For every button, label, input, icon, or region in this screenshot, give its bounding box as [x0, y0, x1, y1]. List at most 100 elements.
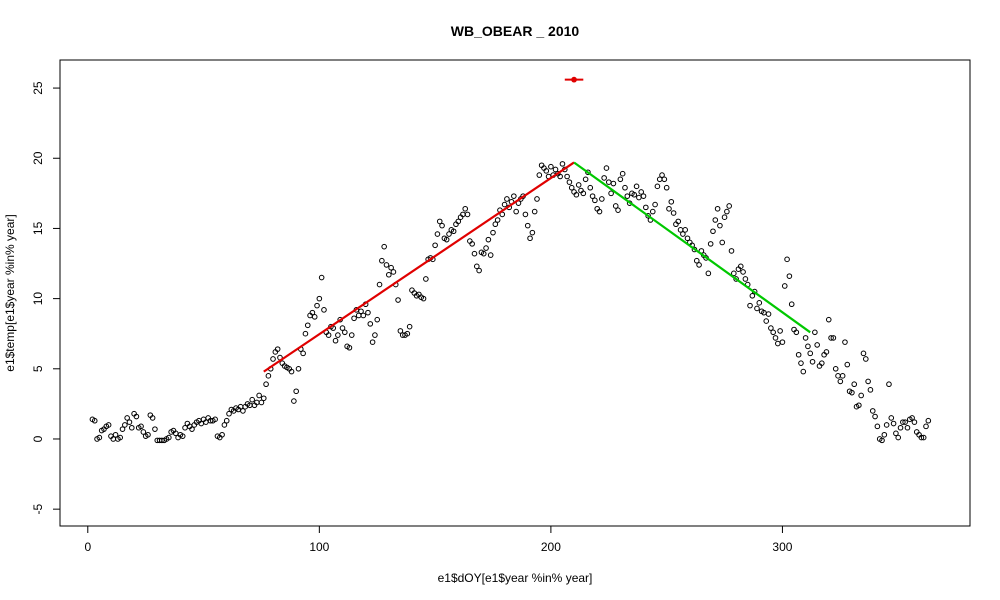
data-point	[575, 182, 582, 188]
data-point	[872, 413, 878, 420]
data-point	[839, 373, 846, 379]
data-point	[640, 193, 647, 199]
data-point	[596, 208, 603, 215]
data-point	[256, 392, 262, 399]
data-point	[582, 176, 589, 183]
data-point	[765, 311, 772, 317]
data-point	[731, 270, 737, 277]
data-point	[404, 330, 411, 337]
data-point	[397, 328, 404, 334]
data-point	[869, 408, 876, 414]
data-point	[911, 419, 918, 425]
data-point	[223, 417, 230, 424]
data-point	[793, 329, 800, 336]
data-point	[226, 410, 232, 417]
x-axis-title: e1$dOY[e1$year %in% year]	[438, 571, 593, 585]
peak-marker	[564, 76, 584, 83]
data-point	[480, 250, 487, 257]
data-point	[258, 399, 265, 406]
data-point	[406, 323, 413, 330]
data-point	[494, 217, 501, 223]
data-point	[714, 205, 721, 212]
data-point	[654, 183, 661, 190]
data-point	[249, 396, 255, 403]
data-point	[358, 308, 364, 315]
data-point	[814, 342, 820, 348]
data-point	[603, 165, 610, 171]
y-tick-label: 15	[31, 221, 45, 235]
data-point	[883, 422, 890, 428]
data-point	[473, 263, 480, 270]
data-point	[705, 270, 712, 277]
data-point	[645, 213, 651, 219]
y-axis: -5 0 5 10 15 20 25	[31, 81, 61, 514]
data-point	[807, 350, 814, 357]
data-point	[145, 431, 151, 438]
data-point	[717, 222, 723, 229]
data-point	[383, 262, 390, 268]
data-point	[668, 198, 675, 205]
y-tick-label: 10	[31, 292, 45, 306]
data-point	[318, 274, 325, 281]
data-point	[756, 300, 763, 306]
data-point	[680, 231, 686, 237]
data-point	[487, 252, 494, 258]
data-point	[909, 415, 915, 421]
data-point	[802, 335, 809, 341]
data-point	[856, 402, 862, 409]
data-point	[879, 437, 885, 444]
y-tick-label: 5	[31, 365, 45, 372]
data-point	[91, 417, 98, 424]
data-point	[513, 208, 519, 215]
data-point	[152, 426, 158, 432]
data-point	[240, 408, 246, 414]
data-point	[436, 218, 443, 225]
data-point	[592, 197, 598, 204]
data-point	[434, 231, 441, 237]
data-point	[624, 193, 631, 199]
data-point	[601, 175, 607, 181]
data-point	[476, 267, 482, 274]
y-tick-label: 0	[31, 435, 45, 442]
data-point	[443, 236, 450, 243]
data-point	[112, 431, 119, 438]
data-point	[851, 381, 858, 388]
data-point	[900, 419, 906, 425]
data-point	[863, 356, 869, 362]
data-point	[619, 170, 626, 177]
data-point	[490, 229, 496, 236]
data-point	[149, 415, 156, 421]
data-point	[365, 309, 371, 316]
data-point	[728, 248, 735, 254]
data-point	[302, 330, 309, 337]
data-point	[133, 413, 140, 420]
data-point	[288, 368, 295, 375]
data-point	[543, 168, 550, 174]
data-point	[904, 424, 911, 431]
data-point	[119, 426, 126, 432]
data-point	[710, 228, 716, 235]
data-point	[858, 392, 864, 399]
data-point	[638, 189, 644, 195]
data-point	[828, 335, 834, 341]
data-point	[612, 203, 619, 209]
data-point	[684, 235, 691, 242]
data-point	[548, 163, 554, 170]
data-point	[865, 378, 871, 385]
fit-lines	[263, 161, 811, 373]
fit-line	[573, 161, 811, 334]
data-point	[564, 173, 570, 180]
data-point	[464, 211, 471, 218]
data-point	[311, 314, 318, 320]
data-point	[622, 184, 628, 191]
data-point	[707, 241, 714, 247]
data-point	[675, 218, 682, 225]
data-point	[96, 434, 103, 441]
data-point	[304, 322, 311, 329]
data-point	[849, 389, 855, 396]
data-point	[346, 344, 353, 351]
data-point	[842, 339, 848, 345]
fit-line	[263, 161, 575, 373]
data-point	[819, 360, 825, 366]
data-point	[737, 263, 744, 270]
